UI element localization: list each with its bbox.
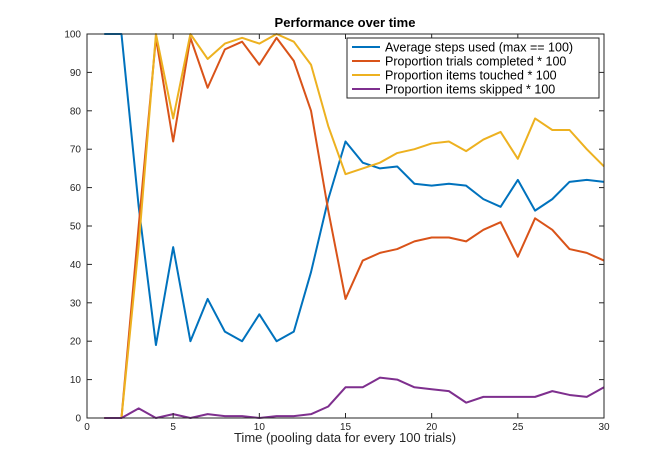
x-tick-label: 5	[170, 422, 176, 433]
y-tick-label: 30	[70, 298, 82, 309]
y-tick-label: 10	[70, 375, 82, 386]
series-line-4	[104, 376, 605, 419]
x-tick-label: 10	[254, 422, 266, 433]
x-tick-label: 25	[512, 422, 524, 433]
legend-label-1: Average steps used (max == 100)	[385, 41, 573, 55]
legend-label-4: Proportion items skipped * 100	[385, 83, 555, 97]
y-tick-label: 60	[70, 183, 82, 194]
x-tick-label: 0	[84, 422, 90, 433]
axes-layer: 0 5 10 15 20 25 30 0 10 20 30 40 50 60 70 80 90 100	[64, 30, 610, 434]
y-tick-label: 50	[70, 222, 82, 233]
legend: Average steps used (max == 100)Proportio…	[346, 37, 600, 99]
y-tick-label: 70	[70, 145, 82, 156]
y-tick-label: 20	[70, 337, 82, 348]
legend-box	[346, 37, 600, 99]
y-tick-label: 90	[70, 68, 82, 79]
series-line-3	[104, 33, 605, 419]
x-tick-label: 15	[340, 422, 352, 433]
y-tick-label: 80	[70, 106, 82, 117]
legend-label-3: Proportion items touched * 100	[385, 69, 557, 83]
series-layer	[104, 33, 605, 419]
x-tick-label: 20	[426, 422, 438, 433]
x-axis-label: Time (pooling data for every 100 trials)	[234, 430, 456, 445]
chart-title: Performance over time	[275, 15, 416, 30]
series-line-2	[104, 36, 605, 419]
y-tick-label: 40	[70, 260, 82, 271]
y-tick-label: 0	[75, 414, 81, 425]
x-tick-label: 30	[598, 422, 610, 433]
legend-label-2: Proportion trials completed * 100	[385, 55, 566, 69]
series-line-1	[104, 33, 605, 347]
y-tick-label: 100	[64, 30, 81, 41]
